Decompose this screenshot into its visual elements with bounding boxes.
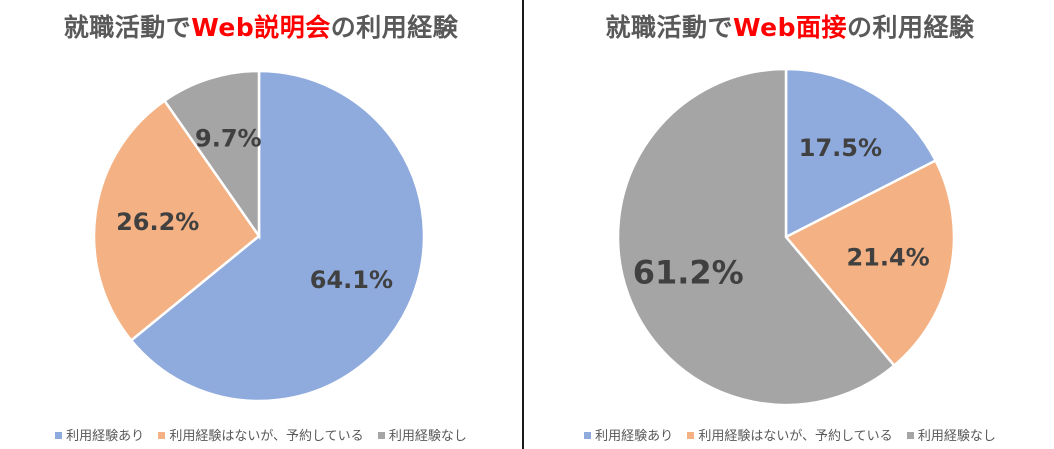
legend-swatch-used bbox=[584, 432, 592, 439]
legend-swatch-used bbox=[55, 432, 63, 439]
right-title-highlight: Web面接 bbox=[732, 13, 848, 42]
legend-swatch-reserved bbox=[687, 432, 695, 439]
left-chart-title: 就職活動でWeb説明会の利用経験 bbox=[0, 8, 522, 44]
right-pie-label-not-used: 61.2% bbox=[633, 254, 744, 292]
left-pie-label-not-used: 9.7% bbox=[195, 124, 262, 152]
left-pie-chart: 64.1% 26.2% 9.7% bbox=[92, 69, 426, 403]
left-pie-slice-not-used bbox=[162, 69, 261, 240]
legend-item-used: 利用経験あり bbox=[584, 425, 673, 444]
left-pie-slice-used bbox=[129, 69, 426, 403]
legend-item-not-used: 利用経験なし bbox=[906, 425, 996, 444]
legend-label-used: 利用経験あり bbox=[595, 429, 674, 444]
right-pie-slice-reserved bbox=[784, 158, 956, 368]
left-chart-panel: 就職活動でWeb説明会の利用経験 64.1% 26.2% 9.7% 利用経験あり 利… bbox=[0, 0, 522, 449]
left-pie-label-reserved: 26.2% bbox=[116, 208, 199, 236]
legend-swatch-not-used bbox=[906, 432, 914, 439]
left-title-pre: 就職活動で bbox=[63, 13, 192, 42]
legend-item-reserved: 利用経験はないが、予約している bbox=[158, 425, 364, 444]
right-pie-slice-not-used bbox=[616, 67, 896, 407]
legend-label-not-used: 利用経験なし bbox=[388, 429, 467, 444]
legend-label-not-used: 利用経験なし bbox=[917, 429, 996, 444]
legend-item-reserved: 利用経験はないが、予約している bbox=[687, 425, 893, 444]
legend-swatch-not-used bbox=[377, 432, 385, 439]
legend-label-reserved: 利用経験はないが、予約している bbox=[698, 429, 893, 444]
right-title-pre: 就職活動で bbox=[605, 13, 733, 42]
right-pie-chart: 17.5% 21.4% 61.2% bbox=[616, 67, 956, 407]
right-legend: 利用経験あり 利用経験はないが、予約している 利用経験なし bbox=[526, 425, 1054, 444]
left-title-post: の利用経験 bbox=[330, 13, 459, 42]
legend-label-used: 利用経験あり bbox=[66, 429, 145, 444]
left-pie-slice-reserved bbox=[92, 98, 261, 343]
right-pie-label-used: 17.5% bbox=[799, 134, 882, 162]
legend-item-not-used: 利用経験なし bbox=[377, 425, 467, 444]
right-chart-panel: 就職活動でWeb面接の利用経験 17.5% 21.4% 61.2% 利用経験あり 利… bbox=[526, 0, 1054, 449]
right-title-post: の利用経験 bbox=[847, 13, 975, 42]
left-title-highlight: Web説明会 bbox=[191, 13, 331, 42]
legend-item-used: 利用経験あり bbox=[55, 425, 144, 444]
right-chart-title: 就職活動でWeb面接の利用経験 bbox=[526, 8, 1054, 44]
left-pie-label-used: 64.1% bbox=[310, 266, 393, 294]
left-legend: 利用経験あり 利用経験はないが、予約している 利用経験なし bbox=[0, 425, 522, 444]
right-pie-label-reserved: 21.4% bbox=[846, 244, 929, 272]
legend-swatch-reserved bbox=[158, 432, 166, 439]
panel-divider bbox=[522, 0, 524, 449]
legend-label-reserved: 利用経験はないが、予約している bbox=[169, 429, 364, 444]
right-pie-slice-used bbox=[784, 67, 938, 240]
